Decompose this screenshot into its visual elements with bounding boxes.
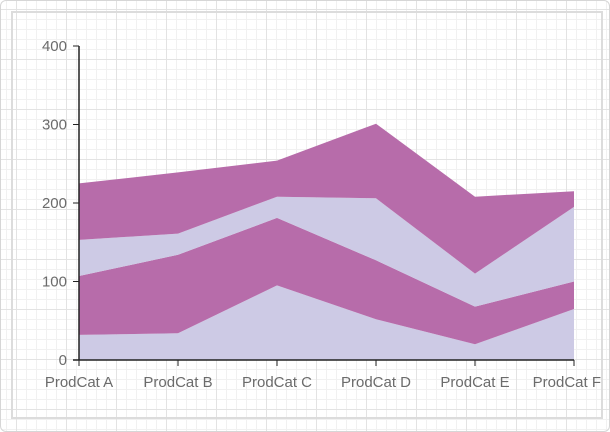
y-tick-label: 0 bbox=[59, 352, 67, 369]
tick-labels-group: 0 100 200 300 400 ProdCat A ProdCat B ProdCat C… bbox=[42, 38, 601, 391]
y-tick-label: 400 bbox=[42, 38, 67, 55]
area-series-1 bbox=[79, 285, 574, 360]
y-tick-label: 100 bbox=[42, 274, 67, 291]
area-series-2 bbox=[79, 217, 574, 345]
area-series-4 bbox=[79, 123, 574, 274]
x-tick-label: ProdCat D bbox=[341, 374, 411, 391]
x-tick-label: ProdCat F bbox=[533, 374, 601, 391]
x-tick-label: ProdCat A bbox=[45, 374, 113, 391]
y-tick-label: 200 bbox=[42, 195, 67, 212]
x-tick-label: ProdCat E bbox=[440, 374, 509, 391]
area-series-3 bbox=[79, 196, 574, 307]
area-series-group bbox=[79, 123, 574, 360]
axes-group bbox=[73, 45, 575, 366]
x-tick-label: ProdCat C bbox=[242, 374, 312, 391]
x-tick-label: ProdCat B bbox=[143, 374, 212, 391]
y-tick-label: 300 bbox=[42, 117, 67, 134]
